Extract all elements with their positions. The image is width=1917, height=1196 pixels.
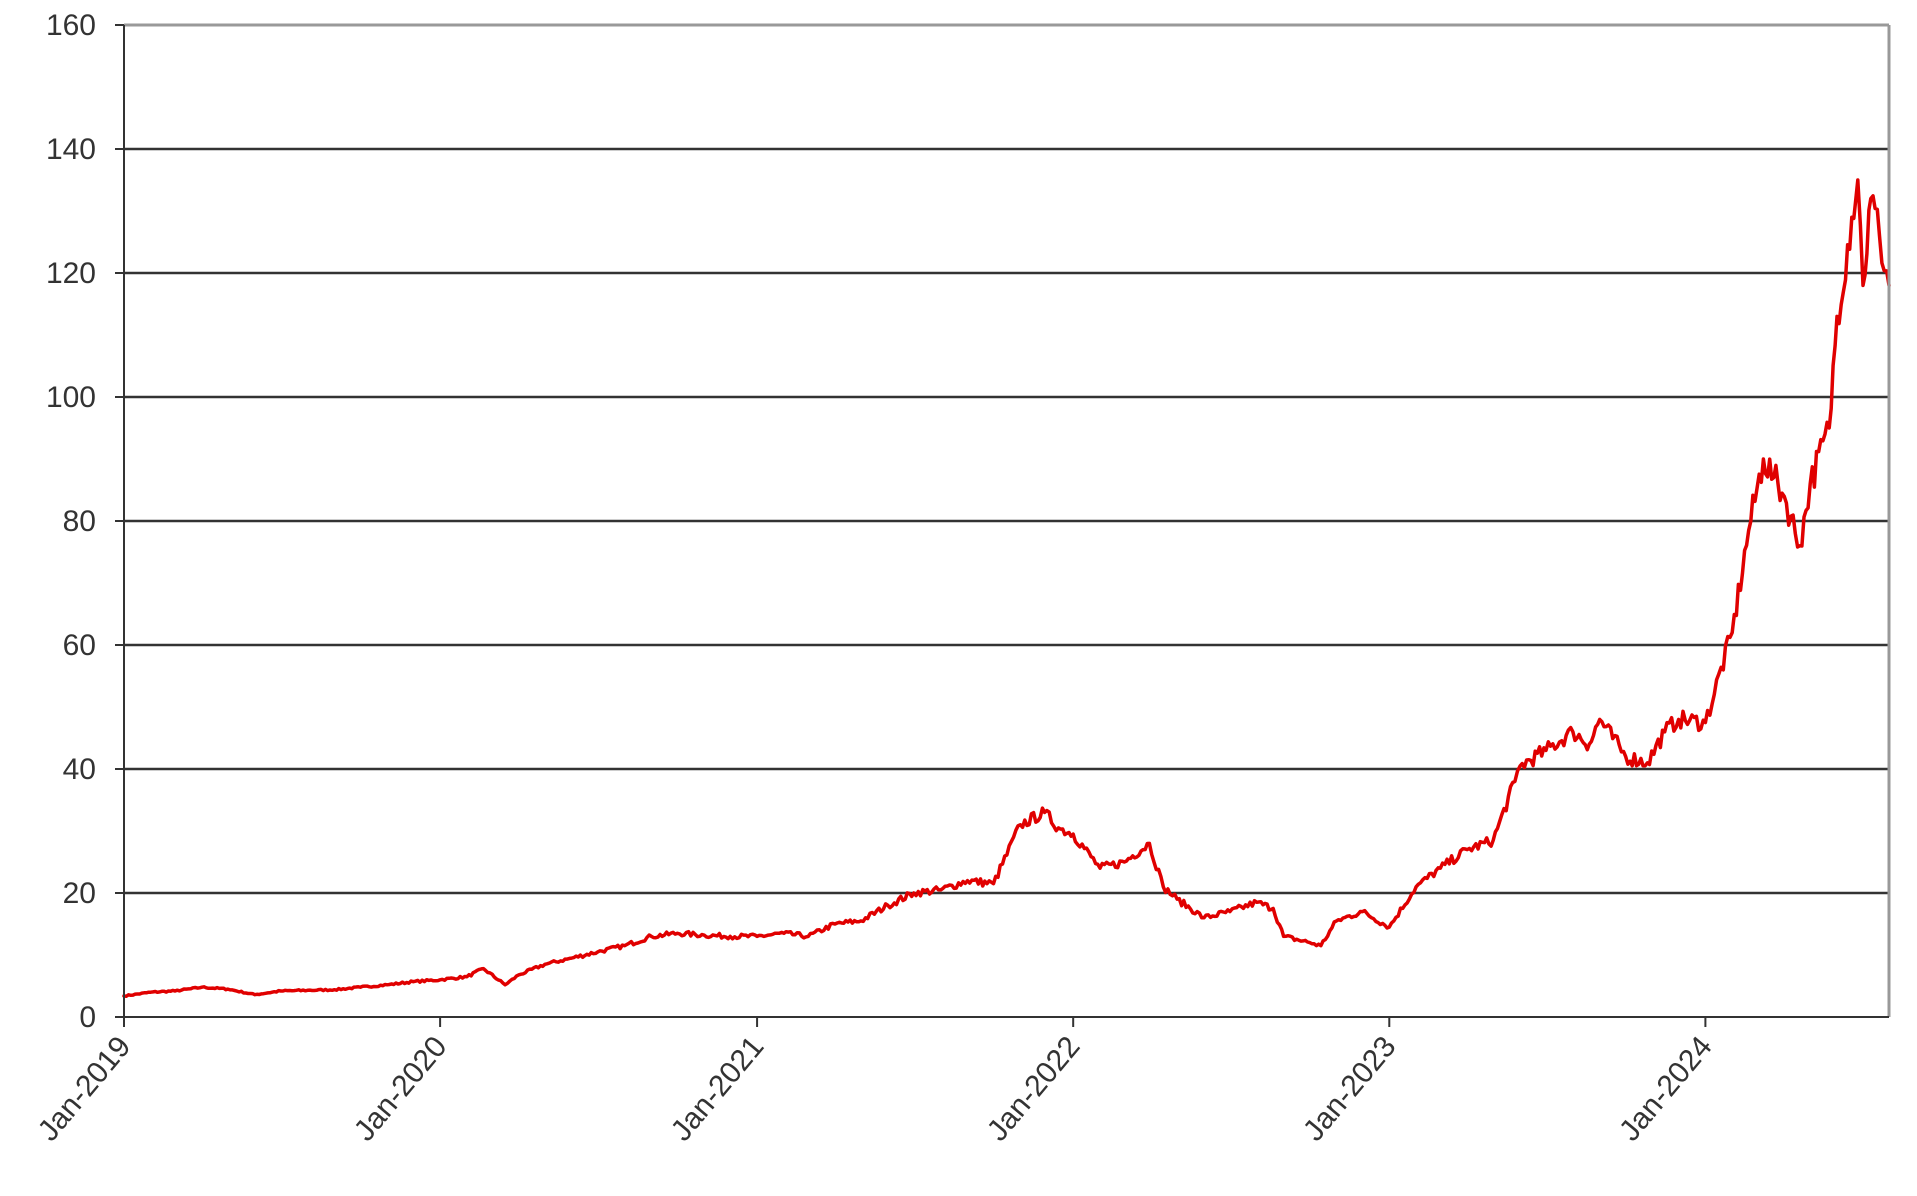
series-line [122,178,1891,999]
x-tick-label: Jan-2024 [1613,1030,1719,1147]
y-tick-label: 20 [63,877,96,910]
y-tick-label: 40 [63,753,96,786]
y-tick-label: 60 [63,629,96,662]
y-tick-label: 0 [79,1001,96,1034]
x-tick-label: Jan-2022 [981,1030,1087,1147]
x-tick-label: Jan-2019 [32,1030,138,1147]
y-tick-label: 80 [63,505,96,538]
y-tick-label: 120 [46,257,96,290]
y-tick-label: 160 [46,9,96,42]
x-axis: Jan-2019 Jan-2020 Jan-2021 Jan-2022 Jan-2023… [32,1017,1719,1147]
y-axis: 0 20 40 60 80 100 120 140 160 [46,9,124,1034]
y-tick-label: 100 [46,381,96,414]
x-tick-label: Jan-2021 [665,1030,771,1147]
x-tick-label: Jan-2020 [348,1030,454,1147]
x-tick-label: Jan-2023 [1297,1030,1403,1147]
y-tick-label: 140 [46,133,96,166]
